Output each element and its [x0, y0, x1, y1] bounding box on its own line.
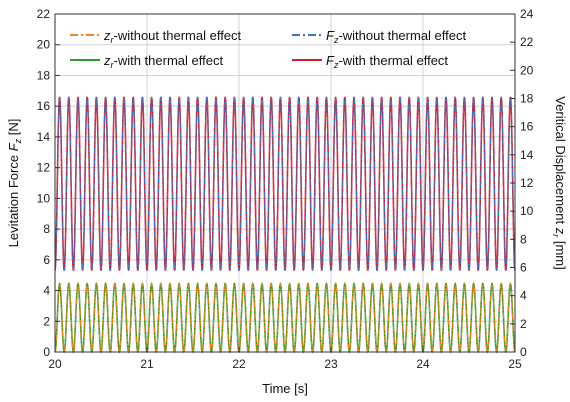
y-right-tick-label: 2 [520, 317, 527, 331]
y-left-tick-label: 2 [43, 314, 50, 328]
series-layer [54, 96, 516, 354]
y-right-tick-label: 16 [520, 120, 534, 134]
y-right-tick-label: 8 [520, 232, 527, 246]
y-left-tick-label: 14 [37, 130, 51, 144]
y-left-tick-label: 18 [37, 68, 51, 82]
y-left-axis-title: Levitation Force Fz [N] [6, 119, 23, 248]
x-axis-title: Time [s] [262, 381, 308, 396]
y-left-tick-label: 10 [37, 191, 51, 205]
x-tick-label: 20 [48, 357, 62, 371]
y-left-tick-label: 12 [37, 161, 51, 175]
ticks: 20 21 22 23 24 250246810121416182022024681012… [37, 7, 534, 371]
legend-label-zr-with: -with thermal effect [114, 53, 224, 68]
y-left-tick-label: 20 [37, 38, 51, 52]
legend-label-zr-without: -without thermal effect [114, 28, 242, 43]
y-right-axis-title: Veritical Displacement zr [mm] [551, 96, 568, 270]
series-line-fz-with [54, 96, 516, 271]
x-tick-label: 24 [416, 357, 430, 371]
legend-var: z [103, 28, 111, 43]
y-right-tick-label: 18 [520, 92, 534, 106]
series-line-zr-without [54, 282, 516, 354]
y-right-tick-label: 14 [520, 148, 534, 162]
legend-entry-zr-with: zr-with thermal effect [70, 53, 223, 70]
x-tick-label: 25 [508, 357, 522, 371]
svg-text:zr-without thermal effect: zr-without thermal effect [103, 28, 242, 45]
x-tick-label: 21 [140, 357, 154, 371]
legend: zr-without thermal effect Fz-without the… [70, 28, 466, 70]
legend-entry-zr-without: zr-without thermal effect [70, 28, 242, 45]
series-line-zr-with [54, 282, 516, 354]
svg-text:zr-with thermal effect: zr-with thermal effect [103, 53, 223, 70]
y-right-tick-label: 24 [520, 7, 534, 21]
y-left-tick-label: 6 [43, 253, 50, 267]
y-right-tick-label: 20 [520, 63, 534, 77]
legend-label-fz-with: -with thermal effect [338, 53, 448, 68]
svg-text:Fz-without thermal effect: Fz-without thermal effect [326, 28, 466, 45]
y-right-tick-label: 22 [520, 35, 534, 49]
y-left-tick-label: 8 [43, 222, 50, 236]
svg-text:Fz-with thermal effect: Fz-with thermal effect [326, 53, 448, 70]
y-left-tick-label: 16 [37, 99, 51, 113]
y-right-tick-label: 0 [520, 345, 527, 359]
y-right-tick-label: 10 [520, 204, 534, 218]
legend-label-fz-without: -without thermal effect [338, 28, 466, 43]
y-left-tick-label: 4 [43, 284, 50, 298]
y-left-tick-label: 22 [37, 7, 51, 21]
x-tick-label: 22 [232, 357, 246, 371]
y-right-tick-label: 4 [520, 289, 527, 303]
legend-entry-fz-without: Fz-without thermal effect [292, 28, 466, 45]
y-right-tick-label: 6 [520, 261, 527, 275]
series-line-fz-without [54, 96, 516, 271]
x-tick-label: 23 [324, 357, 338, 371]
y-left-tick-label: 0 [43, 345, 50, 359]
y-right-tick-label: 12 [520, 176, 534, 190]
legend-entry-fz-with: Fz-with thermal effect [292, 53, 448, 70]
